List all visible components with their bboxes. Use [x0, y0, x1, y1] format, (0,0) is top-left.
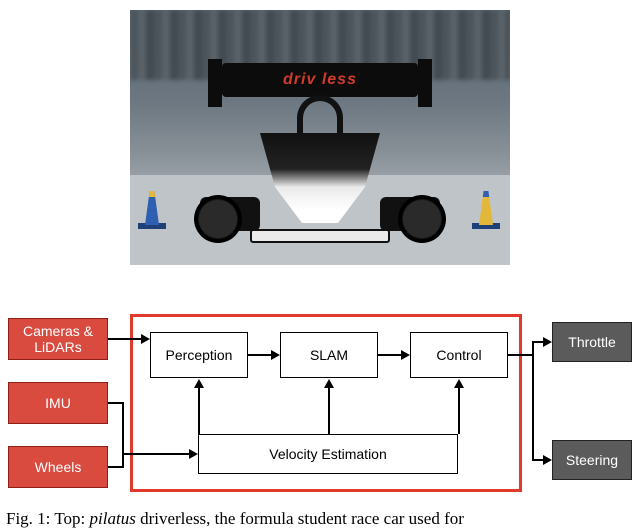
cone-left [138, 191, 166, 237]
caption-suffix: driverless, the formula student race car… [136, 509, 464, 528]
stage-slam: SLAM [280, 332, 378, 378]
arrowhead-slam-control [401, 350, 410, 360]
tire-left [194, 195, 242, 243]
output-steering: Steering [552, 440, 632, 480]
tire-right [398, 195, 446, 243]
cone-right [472, 191, 500, 237]
stage-perception: Perception [150, 332, 248, 378]
arrow-wheels-seg [108, 466, 122, 468]
arrow-perception-slam [248, 354, 272, 356]
arrow-out-split-v [532, 341, 534, 461]
arrowhead-merge-velocity [189, 449, 198, 459]
input-cameras-lidars: Cameras & LiDARs [8, 318, 108, 360]
stage-velocity-estimation: Velocity Estimation [198, 434, 458, 474]
arrowhead-velocity-control [454, 379, 464, 388]
caption-prefix: Top: [50, 509, 89, 528]
arrow-velocity-slam [328, 388, 330, 434]
race-car: driv less [200, 63, 440, 243]
arrow-velocity-perception [198, 388, 200, 434]
front-wing [250, 229, 390, 243]
arrow-control-out [508, 354, 532, 356]
arrow-velocity-control [458, 388, 460, 434]
arrowhead-perception-slam [271, 350, 280, 360]
output-throttle: Throttle [552, 322, 632, 362]
arrow-imu-seg [108, 402, 122, 404]
caption-label: Fig. 1: [6, 509, 50, 528]
caption-italic: pilatus [90, 509, 136, 528]
input-wheels: Wheels [8, 446, 108, 488]
arrowhead-velocity-perception [194, 379, 204, 388]
system-diagram: Cameras & LiDARs IMU Wheels Perception S… [4, 310, 636, 496]
arrow-merge-velocity [122, 453, 190, 455]
rear-wing: driv less [222, 63, 418, 97]
arrowhead-out-throttle [543, 337, 552, 347]
stage-control: Control [410, 332, 508, 378]
arrow-slam-control [378, 354, 402, 356]
wing-text: driv less [222, 71, 418, 89]
arrow-imu-wheels-join-v [122, 402, 124, 468]
arrowhead-velocity-slam [324, 379, 334, 388]
figure-caption: Fig. 1: Top: pilatus driverless, the for… [0, 509, 640, 529]
race-car-photo: driv less [130, 10, 510, 265]
arrow-sensors-perception [108, 338, 142, 340]
arrowhead-out-steering [543, 455, 552, 465]
arrowhead-sensors-perception [141, 334, 150, 344]
nose-cone [245, 133, 395, 223]
input-imu: IMU [8, 382, 108, 424]
